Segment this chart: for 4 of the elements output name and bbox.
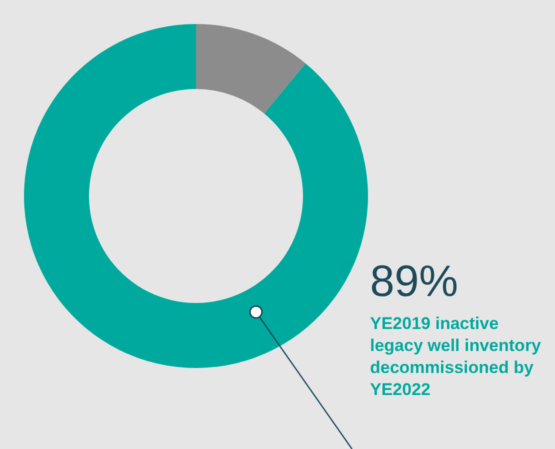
donut-slice: [24, 24, 368, 368]
text: YE2019 inactive legacy well inventory decommissioned by YE2022: [370, 313, 542, 401]
donut-slice: [196, 24, 306, 114]
data-label: 89%: [370, 257, 458, 306]
